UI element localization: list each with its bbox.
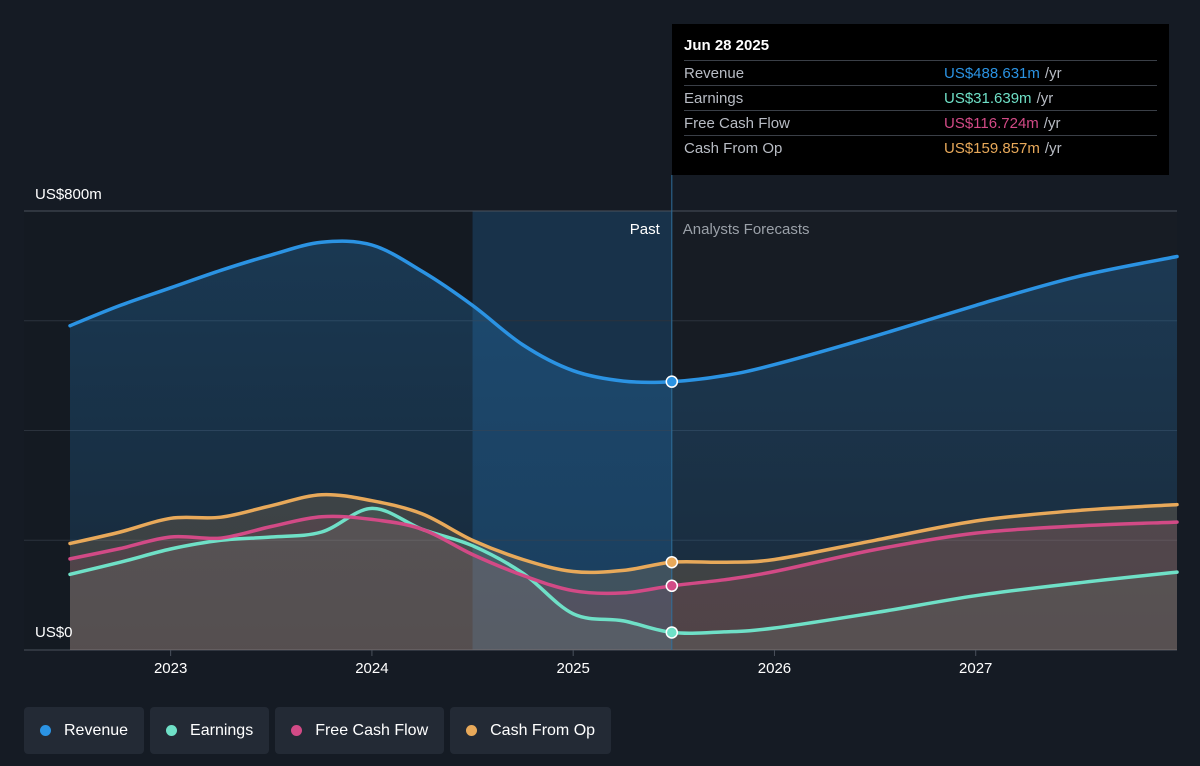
tooltip-label: Cash From Op [684, 139, 783, 157]
tooltip-unit: /yr [1044, 139, 1062, 157]
cash-from-op-marker [665, 555, 679, 569]
y-tick-label: US$0 [35, 624, 73, 641]
earnings-dot-icon [166, 725, 178, 736]
x-tick-label: 2024 [355, 660, 388, 677]
earnings-line [68, 506, 1179, 636]
cash-from-op-dot-icon [466, 725, 478, 736]
tooltip-row-revenue: Revenue US$488.631m /yr [684, 60, 1157, 85]
past-label: Past [630, 221, 661, 238]
free-cash-flow-marker [665, 579, 679, 593]
cash-from-op-area [70, 494, 1177, 650]
cash-from-op-line [68, 492, 1179, 575]
legend-item-cash-from-op[interactable]: Cash From Op [450, 707, 612, 754]
tooltip-label: Free Cash Flow [684, 114, 790, 132]
tooltip-unit: /yr [1044, 64, 1062, 82]
revenue-area [70, 241, 1177, 650]
legend-item-free-cash-flow[interactable]: Free Cash Flow [275, 707, 445, 754]
tooltip-value: US$159.857m [944, 139, 1040, 157]
tooltip-date: Jun 28 2025 [684, 37, 770, 54]
tooltip-value: US$31.639m [944, 89, 1032, 107]
y-tick-label: US$800m [35, 186, 102, 203]
revenue-line [68, 239, 1179, 385]
tooltip-value: US$488.631m [944, 64, 1040, 82]
revenue-dot-icon [40, 725, 51, 736]
legend-label: Earnings [190, 721, 254, 739]
tooltip-label: Revenue [684, 64, 745, 82]
legend-item-revenue[interactable]: Revenue [24, 707, 145, 754]
x-tick-label: 2025 [556, 660, 589, 677]
tooltip-row-earnings: Earnings US$31.639m /yr [684, 85, 1157, 110]
free-cash-flow-dot-icon [291, 725, 303, 736]
x-tick-label: 2026 [758, 660, 791, 677]
revenue-marker [665, 375, 679, 388]
x-tick-label: 2023 [154, 660, 187, 677]
tooltip-panel: Jun 28 2025 Revenue US$488.631m /yr Earn… [672, 24, 1169, 175]
earnings-area [70, 508, 1177, 650]
free-cash-flow-line [68, 514, 1179, 596]
earnings-marker [665, 626, 679, 639]
analysts-forecasts-label: Analysts Forecasts [683, 221, 810, 238]
legend-label: Free Cash Flow [315, 721, 429, 739]
legend-label: Revenue [64, 721, 129, 739]
tooltip-value: US$116.724m [944, 114, 1039, 132]
legend-label: Cash From Op [490, 721, 596, 739]
tooltip-unit: /yr [1036, 89, 1054, 107]
tooltip-label: Earnings [684, 89, 744, 107]
legend-item-earnings[interactable]: Earnings [150, 707, 270, 754]
tooltip-row-cash-from-op: Cash From Op US$159.857m /yr [684, 135, 1157, 160]
free-cash-flow-area [70, 516, 1177, 650]
x-tick-label: 2027 [959, 660, 992, 677]
tooltip-row-free-cash-flow: Free Cash Flow US$116.724m /yr [684, 110, 1157, 135]
tooltip-unit: /yr [1043, 114, 1061, 132]
legend: Revenue Earnings Free Cash Flow Cash Fro… [24, 707, 612, 754]
